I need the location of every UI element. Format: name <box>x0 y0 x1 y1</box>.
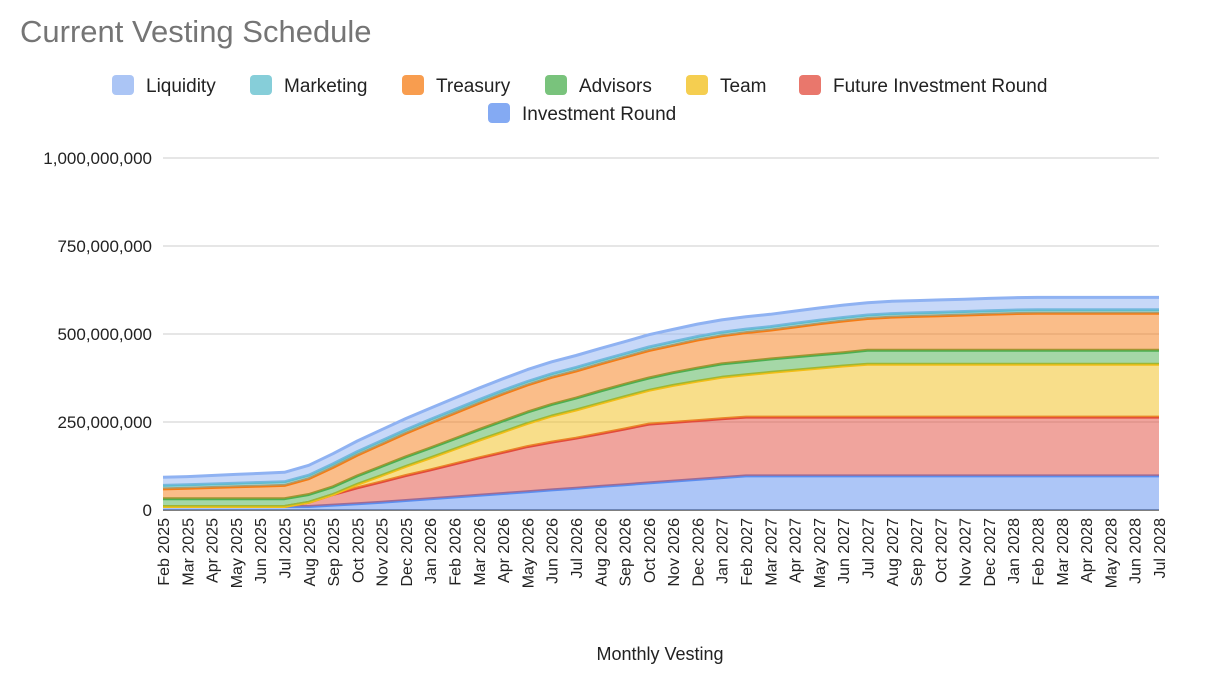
legend-item-investment-round[interactable]: Investment Round <box>488 103 676 125</box>
x-tick-label: Nov 2027 <box>958 518 975 587</box>
x-axis: Feb 2025 Mar 2025 Apr 2025 May 2025 Jun 2025… <box>156 518 1169 588</box>
x-tick-label: May 2027 <box>812 518 829 588</box>
y-tick-label: 250,000,000 <box>57 413 152 432</box>
x-tick-label: Apr 2026 <box>496 518 513 583</box>
area-liquidity <box>163 297 1159 486</box>
x-tick-label: May 2028 <box>1103 518 1120 588</box>
x-tick-label: Jan 2028 <box>1006 518 1023 584</box>
legend-label: Advisors <box>579 76 652 97</box>
x-axis-label: Monthly Vesting <box>596 644 723 664</box>
x-tick-label: May 2026 <box>520 518 537 588</box>
x-tick-label: Jun 2026 <box>545 518 562 584</box>
legend-label: Future Investment Round <box>833 76 1047 97</box>
legend-item-team[interactable]: Team <box>686 75 766 97</box>
x-tick-label: Mar 2026 <box>472 518 489 586</box>
legend-swatch <box>488 103 510 123</box>
x-tick-label: Jun 2028 <box>1128 518 1145 584</box>
x-tick-label: Jun 2027 <box>836 518 853 584</box>
x-tick-label: Oct 2026 <box>642 518 659 583</box>
legend-item-marketing[interactable]: Marketing <box>250 75 367 97</box>
x-tick-label: Apr 2027 <box>788 518 805 583</box>
legend-label: Marketing <box>284 76 367 97</box>
x-tick-label: Jan 2026 <box>423 518 440 584</box>
x-tick-label: Jul 2027 <box>861 518 878 579</box>
y-tick-label: 750,000,000 <box>57 237 152 256</box>
x-tick-label: Oct 2027 <box>933 518 950 583</box>
x-tick-label: Feb 2025 <box>156 518 173 586</box>
y-tick-label: 500,000,000 <box>57 325 152 344</box>
x-tick-label: Dec 2027 <box>982 518 999 587</box>
legend-swatch <box>686 75 708 95</box>
x-tick-label: Apr 2028 <box>1079 518 1096 583</box>
legend-swatch <box>545 75 567 95</box>
legend: Liquidity Marketing Treasury Advisors Team Fu… <box>112 75 1047 125</box>
x-tick-label: Aug 2026 <box>593 518 610 587</box>
x-tick-label: Apr 2025 <box>205 518 222 583</box>
x-tick-label: Jul 2028 <box>1152 518 1169 579</box>
chart-title: Current Vesting Schedule <box>20 14 372 49</box>
x-tick-label: Mar 2025 <box>180 518 197 586</box>
legend-label: Team <box>720 76 766 97</box>
x-tick-label: Jun 2025 <box>253 518 270 584</box>
legend-swatch <box>799 75 821 95</box>
legend-swatch <box>250 75 272 95</box>
x-tick-label: Feb 2028 <box>1031 518 1048 586</box>
x-tick-label: Sep 2026 <box>618 518 635 587</box>
legend-item-advisors[interactable]: Advisors <box>545 75 652 97</box>
legend-swatch <box>402 75 424 95</box>
y-tick-label: 0 <box>143 501 152 520</box>
legend-label: Treasury <box>436 76 511 97</box>
y-tick-label: 1,000,000,000 <box>43 149 152 168</box>
x-tick-label: Mar 2027 <box>763 518 780 586</box>
x-tick-label: Mar 2028 <box>1055 518 1072 586</box>
x-tick-label: Feb 2027 <box>739 518 756 586</box>
legend-label: Investment Round <box>522 104 676 125</box>
legend-item-treasury[interactable]: Treasury <box>402 75 511 97</box>
area-treasury <box>163 313 1159 499</box>
x-tick-label: Sep 2027 <box>909 518 926 587</box>
x-tick-label: Nov 2026 <box>666 518 683 587</box>
x-tick-label: Dec 2025 <box>399 518 416 587</box>
legend-item-liquidity[interactable]: Liquidity <box>112 75 216 97</box>
y-axis: 0 250,000,000 500,000,000 750,000,000 1,000,… <box>43 149 152 520</box>
area-future-investment-round <box>163 417 1159 507</box>
x-tick-label: Aug 2025 <box>302 518 319 587</box>
x-tick-label: Oct 2025 <box>350 518 367 583</box>
x-tick-label: Dec 2026 <box>690 518 707 587</box>
x-tick-label: Jul 2025 <box>278 518 295 579</box>
legend-item-future-investment-round[interactable]: Future Investment Round <box>799 75 1047 97</box>
x-tick-label: Aug 2027 <box>885 518 902 587</box>
legend-swatch <box>112 75 134 95</box>
area-advisors <box>163 350 1159 507</box>
x-tick-label: Sep 2025 <box>326 518 343 587</box>
series-line-liquidity <box>162 295 1159 479</box>
x-tick-label: Jan 2027 <box>715 518 732 584</box>
legend-label: Liquidity <box>146 76 216 97</box>
x-tick-label: May 2025 <box>229 518 246 588</box>
stacked-areas <box>162 295 1159 510</box>
x-tick-label: Feb 2026 <box>448 518 465 586</box>
area-team <box>163 364 1159 507</box>
x-tick-label: Nov 2025 <box>375 518 392 587</box>
x-tick-label: Jul 2026 <box>569 518 586 579</box>
